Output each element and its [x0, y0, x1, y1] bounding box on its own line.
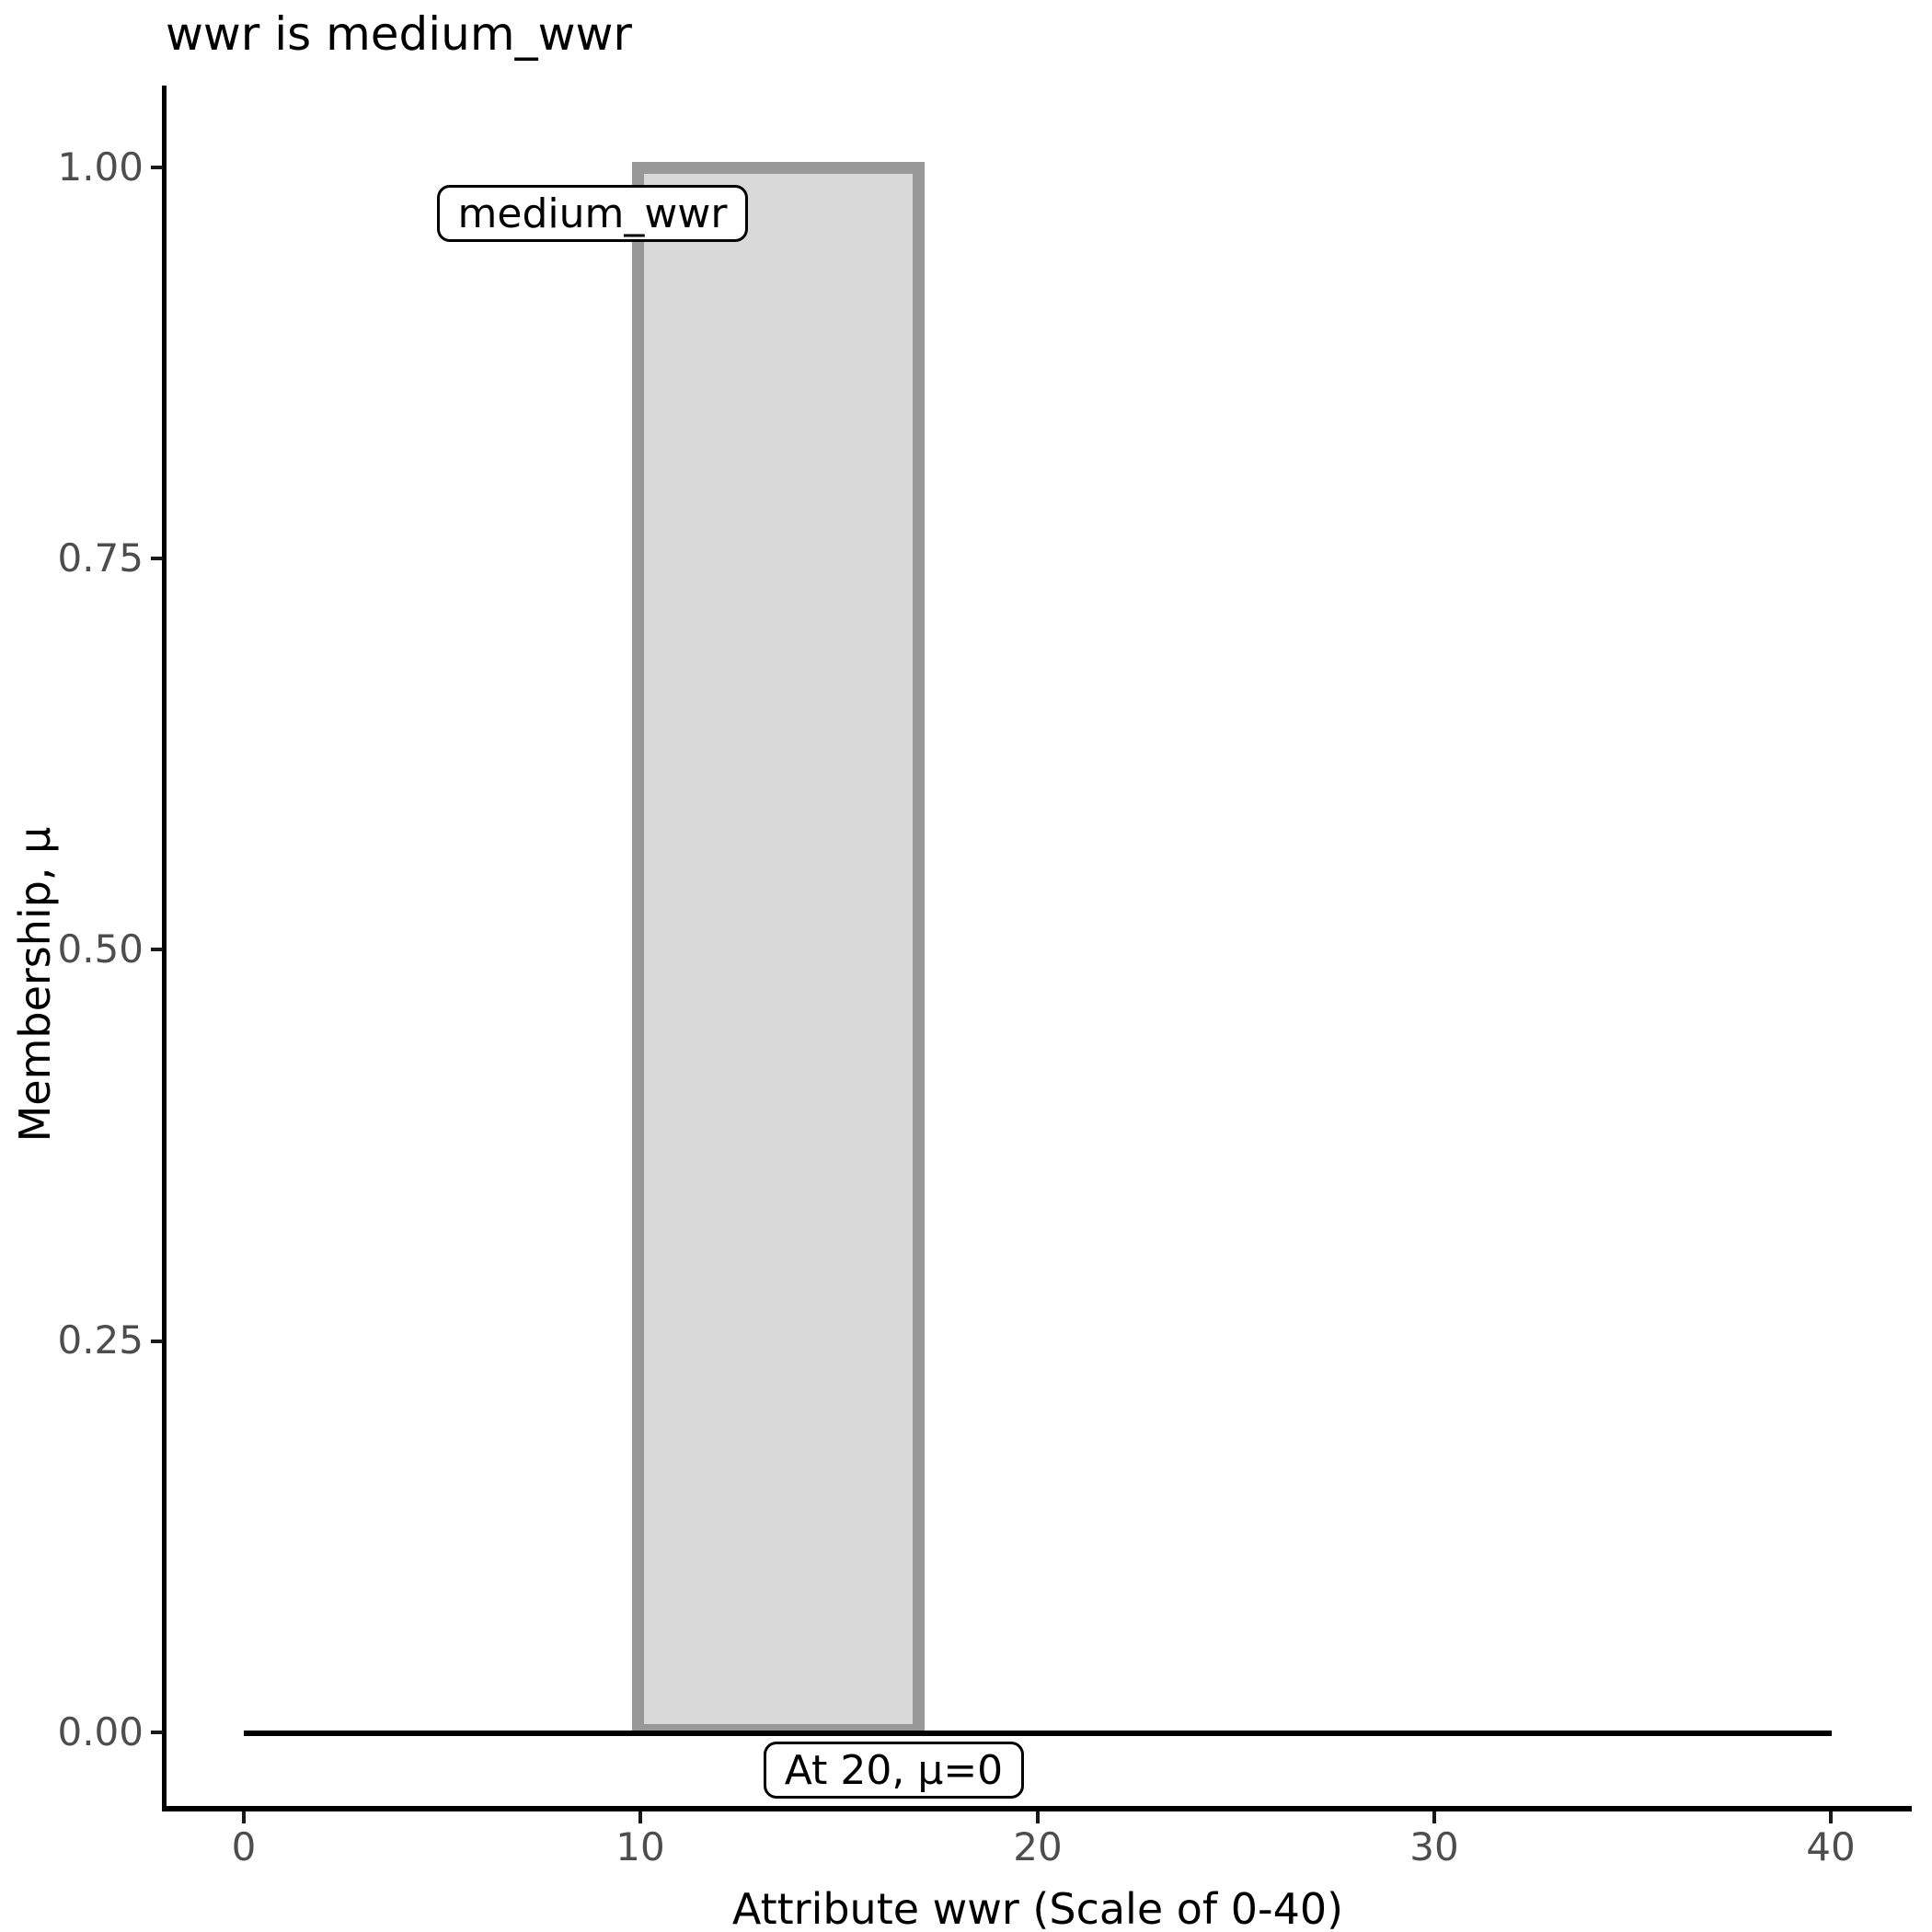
x-tick-label: 0 [231, 1824, 257, 1869]
zero-membership-baseline [244, 1731, 1832, 1736]
x-tick-label: 30 [1409, 1824, 1459, 1869]
x-tick-30 [1432, 1811, 1436, 1823]
y-tick-0.50 [151, 948, 163, 951]
at-20-membership-label-text: At 20, μ=0 [784, 1746, 1004, 1794]
at-20-membership-label: At 20, μ=0 [764, 1742, 1024, 1799]
x-tick-20 [1036, 1811, 1040, 1823]
y-tick-0.75 [151, 557, 163, 560]
y-axis-line [162, 86, 167, 1811]
set-name-label: medium_wwr [437, 185, 748, 242]
set-name-label-text: medium_wwr [457, 190, 728, 237]
membership-function-rect [632, 162, 925, 1736]
y-tick-1.00 [151, 166, 163, 169]
x-tick-label: 20 [1013, 1824, 1063, 1869]
x-axis-line [162, 1806, 1912, 1811]
y-tick-0.25 [151, 1340, 163, 1343]
y-tick-0.00 [151, 1731, 163, 1734]
x-axis-title: Attribute wwr (Scale of 0-40) [731, 1884, 1344, 1932]
y-tick-label: 0.00 [57, 1709, 144, 1754]
y-tick-label: 0.50 [57, 926, 144, 972]
x-tick-40 [1829, 1811, 1833, 1823]
y-tick-label: 0.75 [57, 535, 144, 581]
x-tick-10 [638, 1811, 642, 1823]
chart-title: wwr is medium_wwr [166, 7, 632, 61]
x-tick-label: 40 [1806, 1824, 1856, 1869]
y-tick-label: 1.00 [57, 144, 144, 190]
x-tick-0 [242, 1811, 246, 1823]
x-tick-label: 10 [615, 1824, 665, 1869]
y-tick-label: 0.25 [57, 1317, 144, 1363]
y-axis-title: Membership, μ [10, 826, 60, 1143]
